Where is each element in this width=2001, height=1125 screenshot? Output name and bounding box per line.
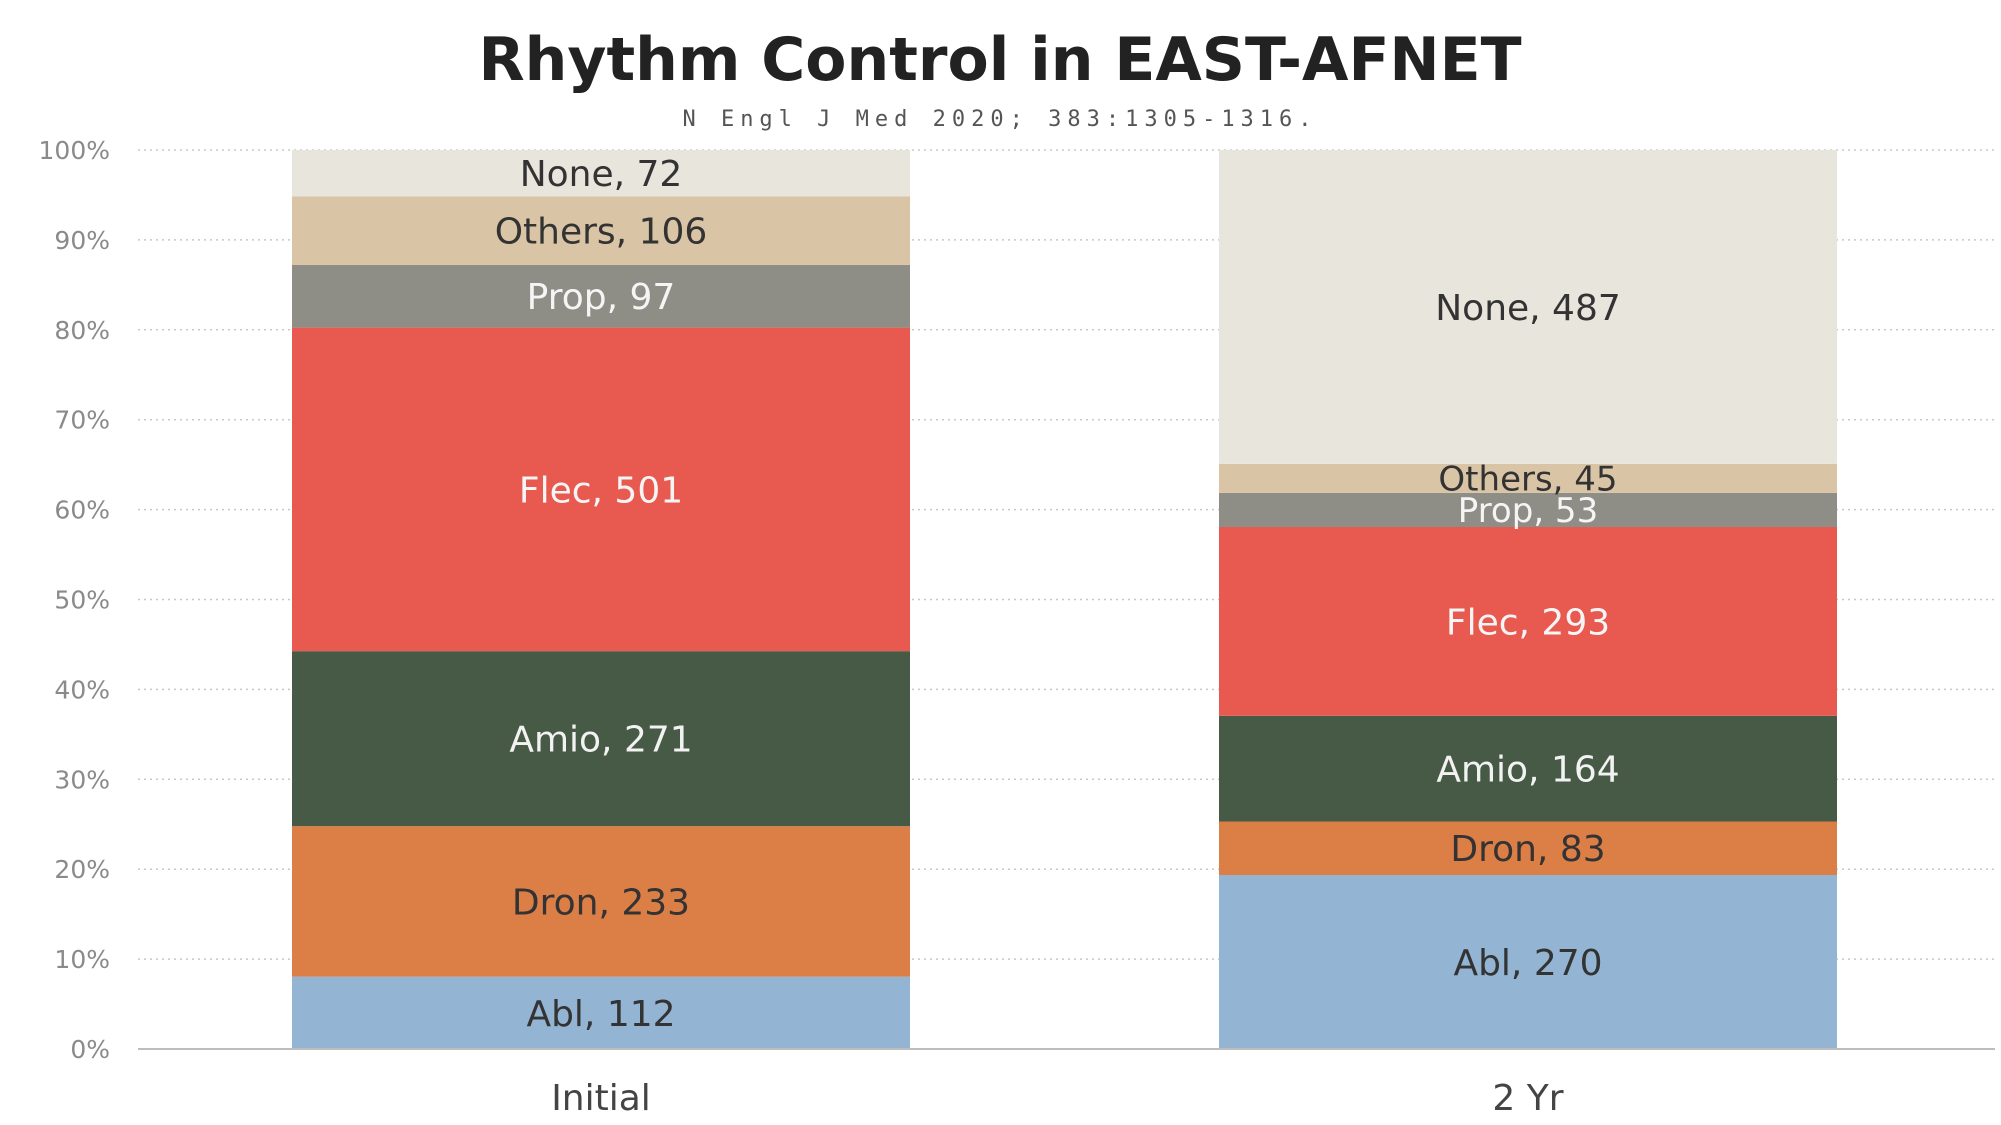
data-label: Prop, 53 <box>1458 491 1598 531</box>
y-tick-label: 80% <box>54 316 110 345</box>
y-tick-label: 100% <box>39 136 110 165</box>
x-tick-label: 2 Yr <box>1492 1078 1563 1119</box>
data-label: Flec, 501 <box>519 470 683 511</box>
bar-segment-dron <box>1219 821 1837 875</box>
y-tick-label: 40% <box>54 675 110 704</box>
data-label: None, 72 <box>520 154 683 195</box>
y-tick-label: 90% <box>54 226 110 255</box>
data-label: Flec, 293 <box>1446 602 1610 643</box>
x-tick-label: Initial <box>551 1078 651 1119</box>
y-tick-label: 20% <box>54 855 110 884</box>
y-tick-label: 50% <box>54 586 110 615</box>
data-label: Prop, 97 <box>527 277 676 318</box>
data-label: Dron, 233 <box>512 882 690 923</box>
bar-segment-none <box>1219 150 1837 464</box>
chart-subtitle: N Engl J Med 2020; 383:1305-1316. <box>682 107 1317 132</box>
bars: Abl, 112 Dron, 233 Amio, 271 Flec, 501 Prop,… <box>292 150 1837 1049</box>
data-label: Others, 45 <box>1438 460 1617 500</box>
bar-segment-flec <box>292 327 910 652</box>
x-axis: Initial 2 Yr <box>138 1048 1995 1119</box>
bar-segment-prop <box>1219 492 1837 527</box>
y-tick-label: 60% <box>54 496 110 525</box>
bar-segment-amio <box>1219 715 1837 822</box>
data-label: Others, 106 <box>495 212 708 253</box>
y-tick-label: 0% <box>70 1035 110 1064</box>
chart-title: Rhythm Control in EAST-AFNET <box>478 25 1521 95</box>
data-label: Abl, 270 <box>1453 943 1602 984</box>
bar-segment-abl <box>1219 875 1837 1049</box>
data-label: None, 487 <box>1435 288 1621 329</box>
data-label: Dron, 83 <box>1450 829 1605 870</box>
bar-segment-others <box>292 196 910 265</box>
data-label: Amio, 164 <box>1436 750 1619 791</box>
bar-segment-others <box>1219 463 1837 493</box>
bar-segment-amio <box>292 651 910 827</box>
data-label: Abl, 112 <box>526 994 675 1035</box>
bar-segment-flec <box>1219 527 1837 716</box>
y-tick-label: 10% <box>54 945 110 974</box>
bar-segment-none <box>292 150 910 197</box>
bar-segment-abl <box>292 976 910 1049</box>
bar-segment-dron <box>292 826 910 977</box>
y-tick-label: 70% <box>54 406 110 435</box>
data-label: Amio, 271 <box>509 720 692 761</box>
bar-segment-prop <box>292 264 910 328</box>
y-axis: 0% 10% 20% 30% 40% 50% 60% 70% 80% 90% 100% <box>39 136 110 1064</box>
y-tick-label: 30% <box>54 765 110 794</box>
